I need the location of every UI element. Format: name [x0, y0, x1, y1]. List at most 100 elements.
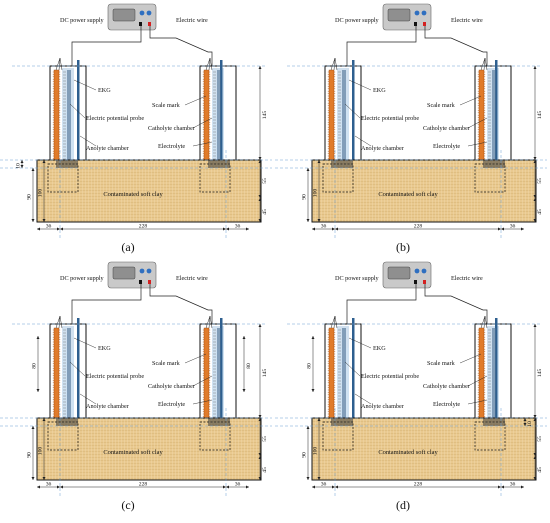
probe-label: Electric potential probe [361, 373, 419, 380]
dimension-label: 228 [414, 482, 423, 488]
electric-wire-right [424, 26, 488, 68]
probe-label-leader [344, 103, 361, 119]
dimension-label: 55 [262, 178, 268, 184]
negative-terminal [414, 280, 417, 284]
catholyte-chamber [199, 57, 237, 169]
anolyte-chamber-base [331, 160, 353, 168]
electric-wire-left [346, 284, 417, 326]
anolyte-chamber-base [331, 418, 353, 426]
electric-wire-left [71, 284, 142, 326]
electric-wire-right [424, 284, 488, 326]
electric-potential-probe [495, 318, 498, 422]
dimension-label: 145 [262, 111, 268, 120]
catholyte-chamber-base [483, 160, 505, 168]
anolyte-label: Anolyte chamber [361, 145, 404, 152]
power-supply-label: DC power supply [60, 275, 105, 282]
scale-mark-ticks [338, 329, 341, 421]
guide-lines [0, 323, 272, 496]
dimension-label: 100 [313, 189, 319, 198]
dimension-label: 36 [46, 482, 52, 488]
dimension-label: 45 [537, 467, 543, 473]
lead-wires [480, 57, 488, 71]
scale-mark-label-leader [459, 353, 482, 364]
scale-mark-ticks [488, 329, 491, 421]
dimension-label: 100 [38, 189, 44, 198]
scale-mark-ticks [63, 71, 66, 163]
panel-caption: (a) [121, 240, 134, 254]
ekg-strip [203, 327, 210, 423]
scale-mark-ticks [488, 71, 491, 163]
ekg-label: EKG [373, 87, 386, 94]
electric-wire-label: Electric wire [451, 17, 483, 24]
dimension-label: 100 [313, 447, 319, 456]
positive-terminal [148, 22, 151, 26]
anolyte-chamber [49, 315, 87, 427]
inner-electrode [217, 328, 221, 420]
electric-potential-probe [220, 318, 223, 422]
dc-power-supply [382, 3, 432, 31]
dimension-label: 90 [302, 194, 308, 200]
panel-d: DC power supply Electric wire Contaminated… [275, 261, 547, 512]
catholyte-label-leader [192, 117, 213, 129]
electric-wire-right [149, 26, 213, 68]
dimension-label: 55 [262, 436, 268, 442]
ekg-label: EKG [98, 87, 111, 94]
knob-icon [139, 10, 145, 16]
clay-label: Contaminated soft clay [378, 449, 438, 456]
dimension-label: 228 [139, 224, 148, 230]
inner-electrode [67, 70, 71, 162]
dimension-label: 36 [235, 482, 241, 488]
electric-wire-label: Electric wire [451, 275, 483, 282]
anolyte-chamber-base [56, 160, 78, 168]
clay-container [36, 417, 262, 481]
clay-label: Contaminated soft clay [103, 191, 163, 198]
clay-label: Contaminated soft clay [378, 191, 438, 198]
ekg-strip [53, 69, 60, 165]
dimension-label: 100 [38, 447, 44, 456]
knob-icon [414, 10, 420, 16]
dimension-label: 80 [307, 363, 313, 369]
probe-label: Electric potential probe [361, 115, 419, 122]
dimension-label: 90 [27, 194, 33, 200]
dimension-label: 80 [32, 363, 38, 369]
scale-mark-label: Scale mark [152, 102, 181, 109]
lead-wires [205, 315, 213, 329]
scale-mark-ticks [213, 71, 216, 163]
probe-label-leader [344, 361, 361, 377]
ekg-strip [328, 327, 335, 423]
power-supply-label: DC power supply [60, 17, 105, 24]
dc-power-supply [382, 261, 432, 289]
knob-icon [421, 268, 427, 274]
anolyte-chamber [49, 57, 87, 169]
electrolyte-label: Electrolyte [158, 401, 185, 408]
catholyte-label-leader [192, 375, 213, 387]
anolyte-label: Anolyte chamber [86, 403, 129, 410]
electrolyte-label: Electrolyte [433, 143, 460, 150]
knob-icon [146, 10, 152, 16]
knob-icon [414, 268, 420, 274]
catholyte-label-leader [467, 117, 488, 129]
catholyte-chamber [474, 57, 512, 169]
positive-terminal [423, 22, 426, 26]
negative-terminal [139, 22, 142, 26]
catholyte-label: Catholyte chamber [148, 125, 195, 132]
scale-mark-label-leader [184, 95, 207, 106]
clay-container [311, 159, 537, 223]
ekg-label-leader [348, 337, 372, 349]
dimension-label: 45 [262, 467, 268, 473]
scale-mark-label: Scale mark [152, 360, 181, 367]
dimension-label: 36 [235, 224, 241, 230]
anolyte-chamber [324, 315, 362, 427]
electrolyte-label-leader [467, 399, 488, 405]
ekg-strip [328, 69, 335, 165]
catholyte-chamber [199, 315, 237, 427]
dimension-label: 145 [537, 369, 543, 378]
catholyte-chamber-base [208, 160, 230, 168]
knob-icon [139, 268, 145, 274]
dimension-label: 36 [510, 482, 516, 488]
inner-electrode [217, 70, 221, 162]
panel-caption: (b) [396, 240, 410, 254]
panel-c: DC power supply Electric wire Contaminated… [0, 261, 272, 512]
inner-electrode [492, 328, 496, 420]
catholyte-label: Catholyte chamber [423, 383, 470, 390]
